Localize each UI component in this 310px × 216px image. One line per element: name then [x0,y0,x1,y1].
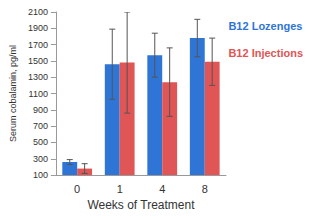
svg-text:4: 4 [159,183,165,195]
svg-text:1900: 1900 [28,23,48,33]
svg-text:1700: 1700 [28,40,48,50]
svg-text:1500: 1500 [28,56,48,66]
svg-text:Weeks of Treatment: Weeks of Treatment [87,198,195,212]
svg-text:B12 Lozenges: B12 Lozenges [228,20,302,32]
svg-text:8: 8 [202,183,208,195]
svg-text:1: 1 [117,183,123,195]
svg-text:Serum cobalamin, pg/ml: Serum cobalamin, pg/ml [8,45,18,142]
svg-text:300: 300 [33,154,48,164]
svg-text:0: 0 [74,183,80,195]
svg-text:900: 900 [33,105,48,115]
svg-text:700: 700 [33,121,48,131]
svg-text:2100: 2100 [28,7,48,17]
svg-text:100: 100 [33,170,48,180]
svg-text:500: 500 [33,137,48,147]
svg-text:B12 Injections: B12 Injections [228,47,303,59]
svg-text:1300: 1300 [28,72,48,82]
svg-text:1100: 1100 [29,89,48,99]
